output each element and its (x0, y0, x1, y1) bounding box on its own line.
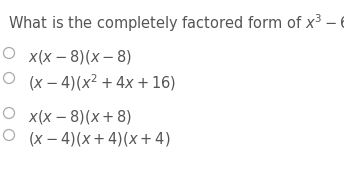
Text: $(x-4)\left(x^{2}+4x+16\right)$: $(x-4)\left(x^{2}+4x+16\right)$ (28, 72, 176, 93)
Text: $x(x - 8)(x - 8)$: $x(x - 8)(x - 8)$ (28, 48, 132, 66)
Text: $x(x - 8)(x + 8)$: $x(x - 8)(x + 8)$ (28, 108, 132, 126)
Text: $(x - 4)(x + 4)(x + 4)$: $(x - 4)(x + 4)(x + 4)$ (28, 130, 171, 148)
Text: What is the completely factored form of $x^{3} - 64x$?: What is the completely factored form of … (8, 12, 344, 34)
